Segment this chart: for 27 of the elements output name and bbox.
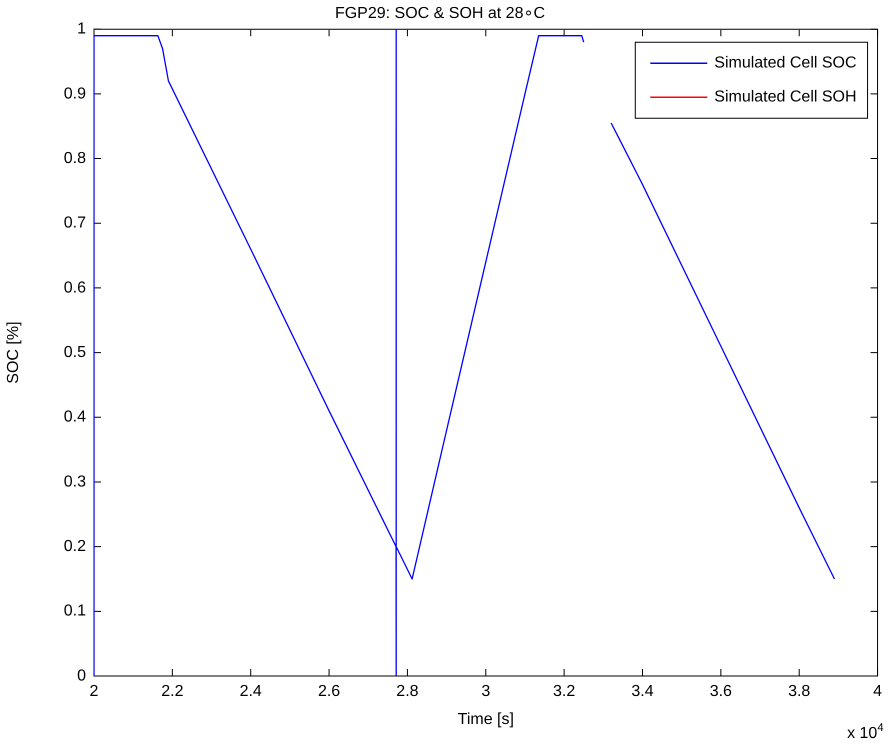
y-tick-label: 0.1 (64, 602, 86, 620)
x-tick-label: 3 (481, 683, 490, 700)
x-tick-label: 4 (873, 683, 882, 700)
y-tick-label: 0.5 (64, 344, 86, 362)
y-tick-label: 0.4 (64, 408, 86, 426)
y-tick-label: 0.3 (64, 473, 86, 490)
x-tick-label: 2.6 (318, 683, 340, 700)
x-axis-title: Time [s] (458, 710, 514, 728)
y-tick-label: 0 (77, 667, 86, 684)
chart-title: FGP29: SOC & SOH at 28∘C (334, 5, 546, 22)
x-tick-label: 2.2 (161, 683, 184, 700)
y-tick-label: 0.2 (64, 538, 86, 556)
y-axis-title: SOC [%] (5, 321, 22, 384)
y-tick-label: 1 (77, 20, 86, 38)
x-tick-label: 2 (90, 683, 99, 700)
x-tick-label: 2.4 (240, 683, 262, 700)
y-tick-label: 0.6 (64, 279, 86, 296)
y-tick-label: 0.9 (64, 85, 86, 102)
y-tick-label: 0.8 (64, 150, 86, 167)
legend-label: Simulated Cell SOC (714, 54, 857, 72)
y-tick-label: 0.7 (64, 214, 86, 232)
x-tick-label: 2.8 (396, 683, 419, 700)
x-tick-label: 3.6 (710, 683, 732, 700)
x-tick-label: 3.8 (788, 683, 810, 700)
x-tick-label: 3.2 (553, 683, 576, 700)
legend-label: Simulated Cell SOH (714, 88, 857, 106)
x-tick-label: 3.4 (631, 683, 654, 700)
